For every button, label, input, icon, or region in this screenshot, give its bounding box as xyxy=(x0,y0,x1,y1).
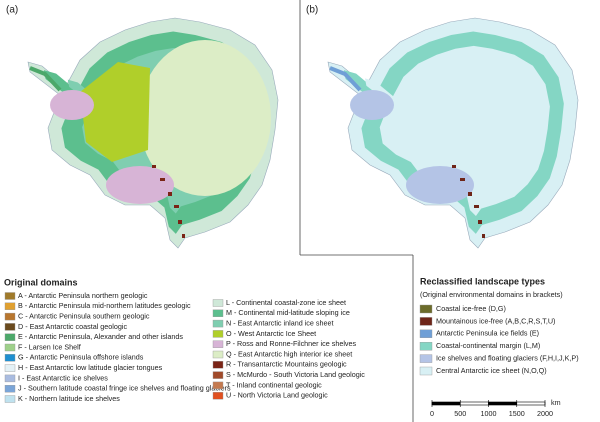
legend-label: E - Antarctic Peninsula, Alexander and o… xyxy=(18,332,183,341)
legend-swatch xyxy=(4,292,16,300)
scale-label: 2000 xyxy=(537,409,553,418)
legend-label: A - Antarctic Peninsula northern geologi… xyxy=(18,291,148,300)
legend-label: Antarctic Peninsula ice fields (E) xyxy=(436,329,539,338)
legend-label: U - North Victoria Land geologic xyxy=(226,391,328,400)
legend-label: B - Antarctic Peninsula mid-northern lat… xyxy=(18,301,191,310)
panel-label: (a) xyxy=(6,5,18,16)
scale-segment xyxy=(431,401,461,406)
legend-label: N - East Antarctic inland ice sheet xyxy=(226,319,333,328)
legend-label: H - East Antarctic low latitude glacier … xyxy=(18,363,163,372)
legend-swatch xyxy=(212,319,224,328)
legend-swatch xyxy=(419,366,433,376)
mountains xyxy=(152,165,185,238)
legend-label: Central Antarctic ice sheet (N,O,Q) xyxy=(436,366,547,375)
legend-label: Ice shelves and floating glaciers (F,H,I… xyxy=(436,354,579,363)
frame xyxy=(299,0,414,422)
scale-label: 1000 xyxy=(481,409,497,418)
legend-swatch xyxy=(212,309,224,317)
legend-swatch xyxy=(4,364,16,372)
legend-swatch xyxy=(212,330,224,338)
map-a xyxy=(27,17,279,249)
legend-label: Q - East Antarctic high interior ice she… xyxy=(226,349,352,358)
legend-label: C - Antarctic Peninsula southern geologi… xyxy=(18,312,150,321)
legend-label: K - Northern latitude ice shelves xyxy=(18,394,120,403)
ronne-shelf xyxy=(50,90,94,120)
legend-swatch xyxy=(4,302,16,310)
scale-segment xyxy=(516,401,546,406)
legend-swatch xyxy=(4,343,16,352)
legend-swatch xyxy=(419,329,433,338)
legend-label: Coastal-continental margin (L,M) xyxy=(436,341,540,350)
legend-swatch xyxy=(212,392,224,400)
ronne-shelf xyxy=(350,90,394,120)
legend-swatch xyxy=(212,299,224,307)
legend-label: I - East Antarctic ice shelves xyxy=(18,373,108,382)
peninsula xyxy=(29,66,62,92)
scale-unit: km xyxy=(551,398,561,407)
legend-swatch xyxy=(4,333,16,341)
mountains xyxy=(452,165,485,238)
legend-swatch xyxy=(212,350,224,359)
ross-shelf xyxy=(406,166,474,204)
scale-label: 1500 xyxy=(509,409,525,418)
panel-label: (b) xyxy=(306,5,318,16)
legend-label: Coastal ice-free (D,G) xyxy=(436,304,506,313)
legend-swatch xyxy=(212,371,224,379)
legend-swatch xyxy=(212,361,224,369)
legend-swatch xyxy=(4,385,16,393)
legend-swatch xyxy=(4,312,16,321)
peninsula xyxy=(329,66,362,92)
legend-label: D - East Antarctic coastal geologic xyxy=(18,322,127,331)
legend-swatch xyxy=(419,354,433,363)
high-interior xyxy=(139,40,271,196)
legend-label: R - Transantarctic Mountains geologic xyxy=(226,360,347,369)
legend-swatch xyxy=(4,395,16,403)
legend-swatch xyxy=(212,340,224,348)
legend-title: Reclassified landscape types xyxy=(420,276,545,286)
legend-swatch xyxy=(419,342,433,351)
legend-label: O - West Antarctic Ice Sheet xyxy=(226,329,316,338)
west-antarctic xyxy=(80,62,150,162)
legend-swatch xyxy=(419,317,433,326)
legend-title: Original domains xyxy=(4,277,78,287)
legend-label: P - Ross and Ronne-Filchner ice shelves xyxy=(226,339,357,348)
legend-label: S - McMurdo - South Victoria Land geolog… xyxy=(226,370,365,379)
legend-label: G - Antarctic Peninsula offshore islands xyxy=(18,353,144,362)
scale-segment xyxy=(488,401,518,406)
ross-shelf xyxy=(106,166,174,204)
scale-label: 500 xyxy=(454,409,466,418)
legend-label: F - Larsen Ice Shelf xyxy=(18,342,81,351)
legend-swatch xyxy=(419,304,433,314)
map-b xyxy=(327,17,579,249)
legend-label: T - Inland continental geologic xyxy=(226,380,322,389)
legend-swatch xyxy=(4,374,16,383)
scale-segment xyxy=(459,401,489,406)
legend-label: J - Southern latitude coastal fringe ice… xyxy=(18,384,231,393)
legend-swatch xyxy=(4,354,16,362)
scale-label: 0 xyxy=(430,409,434,418)
legend-label: Mountainous ice-free (A,B,C,R,S,T,U) xyxy=(436,316,555,325)
legend-subtitle: (Original environmental domains in brack… xyxy=(420,290,563,299)
legend-swatch xyxy=(4,323,16,331)
legend-label: L - Continental coastal-zone ice sheet xyxy=(226,298,346,307)
legend-label: M - Continental mid-latitude sloping ice xyxy=(226,308,350,317)
legend-swatch xyxy=(212,381,224,390)
